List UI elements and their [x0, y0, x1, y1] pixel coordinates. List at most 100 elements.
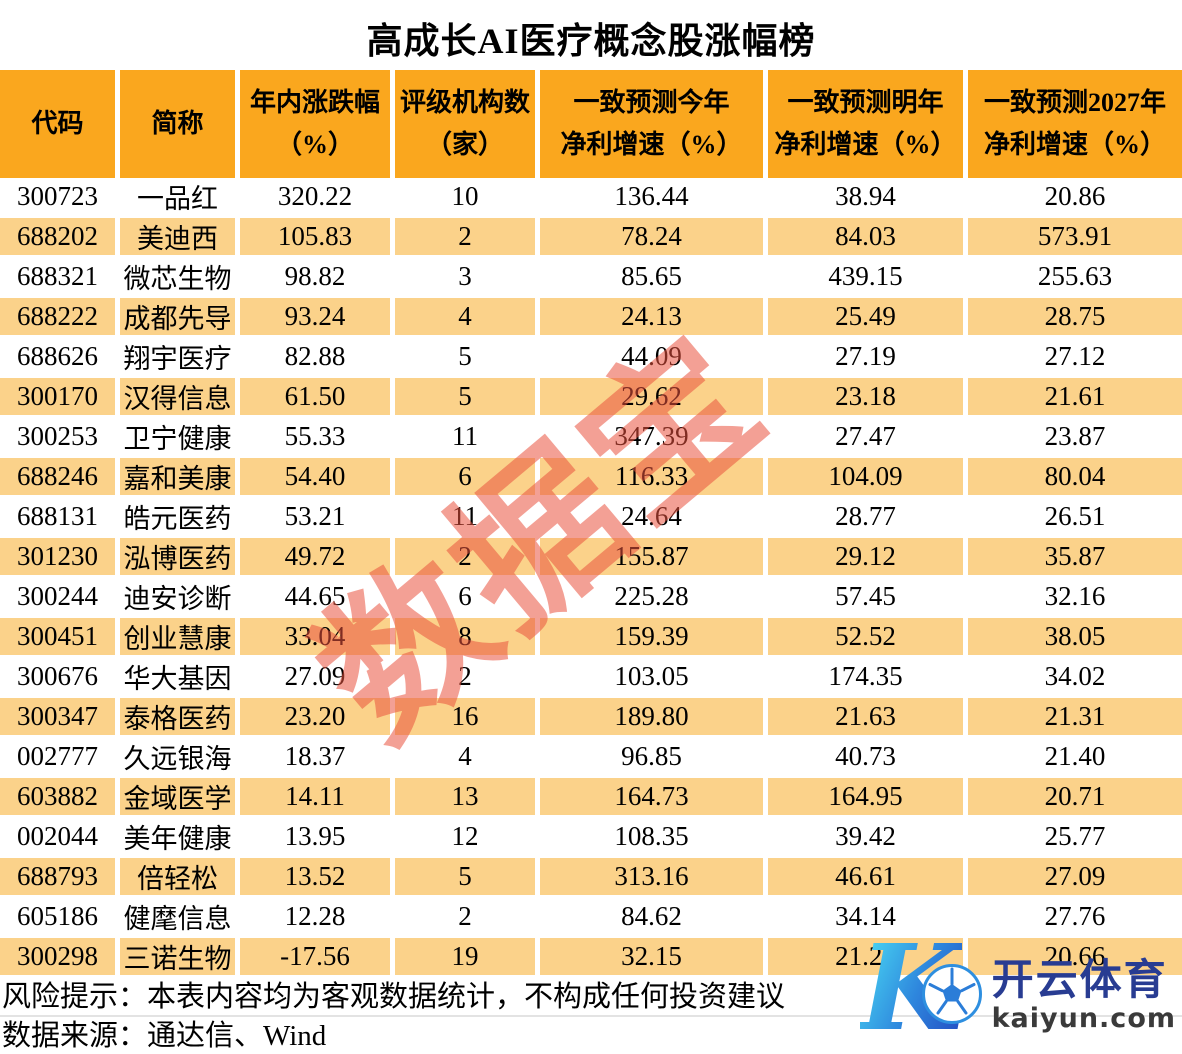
table-cell: 164.95: [768, 778, 963, 815]
table-cell: 603882: [0, 778, 115, 815]
table-cell: 4: [395, 738, 535, 775]
column-header-line1: 年内涨跌幅: [249, 88, 380, 117]
table-cell: 27.09: [968, 858, 1182, 895]
table-cell: 300253: [0, 418, 115, 455]
table-cell: 2: [395, 658, 535, 695]
table-cell: 28.75: [968, 298, 1182, 335]
column-header-line2: （家）: [425, 130, 504, 159]
table-cell: 159.39: [540, 618, 763, 655]
table-cell: 美迪西: [120, 218, 235, 255]
table-cell: 116.33: [540, 458, 763, 495]
table-body: 300723 一品红 320.22 10 136.44 38.94 20.86 688202 美…: [0, 178, 1182, 975]
table-cell: 5: [395, 378, 535, 415]
table-cell: 55.33: [240, 418, 390, 455]
table-cell: 38.05: [968, 618, 1182, 655]
table-cell: 255.63: [968, 258, 1182, 295]
table-cell: 61.50: [240, 378, 390, 415]
column-header-line1: 一致预测2027年: [983, 88, 1166, 117]
table-cell: 82.88: [240, 338, 390, 375]
table-cell: 23.20: [240, 698, 390, 735]
table-cell: 40.73: [768, 738, 963, 775]
table-cell: 103.05: [540, 658, 763, 695]
table-cell: 5: [395, 858, 535, 895]
table-cell: 24.64: [540, 498, 763, 535]
table-cell: 21.40: [968, 738, 1182, 775]
table-cell: 25.77: [968, 818, 1182, 855]
column-header-line2: （%）: [275, 130, 354, 159]
table-cell: -17.56: [240, 938, 390, 975]
table-cell: 16: [395, 698, 535, 735]
table-cell: 57.45: [768, 578, 963, 615]
table-cell: 29.62: [540, 378, 763, 415]
table-cell: 19: [395, 938, 535, 975]
column-header: 代码: [0, 70, 115, 178]
column-header-line2: 净利增速（%）: [560, 130, 743, 159]
table-cell: 84.62: [540, 898, 763, 935]
table-cell: 605186: [0, 898, 115, 935]
table-cell: 688222: [0, 298, 115, 335]
table-cell: 32.15: [540, 938, 763, 975]
table-cell: 12.28: [240, 898, 390, 935]
table-cell: 164.73: [540, 778, 763, 815]
table-cell: 金域医学: [120, 778, 235, 815]
table-cell: 泰格医药: [120, 698, 235, 735]
table-cell: 688793: [0, 858, 115, 895]
logo-name: 开云体育: [991, 954, 1168, 1004]
kaiyun-logo: K 开云体育 kaiyun.com: [860, 929, 1176, 1047]
table-cell: 573.91: [968, 218, 1182, 255]
table-cell: 21.61: [968, 378, 1182, 415]
table-cell: 2: [395, 538, 535, 575]
table-cell: 174.35: [768, 658, 963, 695]
table-cell: 53.21: [240, 498, 390, 535]
table-cell: 28.77: [768, 498, 963, 535]
column-header: 一致预测明年 净利增速（%）: [768, 70, 963, 178]
table-cell: 155.87: [540, 538, 763, 575]
table-cell: 创业慧康: [120, 618, 235, 655]
table-cell: 11: [395, 418, 535, 455]
table-cell: 泓博医药: [120, 538, 235, 575]
table-cell: 23.87: [968, 418, 1182, 455]
table-cell: 002777: [0, 738, 115, 775]
table-cell: 一品红: [120, 178, 235, 215]
column-header-line1: 评级机构数: [399, 88, 530, 117]
table-cell: 6: [395, 578, 535, 615]
table-cell: 35.87: [968, 538, 1182, 575]
table-cell: 12: [395, 818, 535, 855]
table-cell: 33.04: [240, 618, 390, 655]
table-cell: 688321: [0, 258, 115, 295]
table-cell: 108.35: [540, 818, 763, 855]
table-cell: 34.02: [968, 658, 1182, 695]
table-cell: 倍轻松: [120, 858, 235, 895]
table-cell: 78.24: [540, 218, 763, 255]
column-header: 一致预测2027年 净利增速（%）: [968, 70, 1182, 178]
column-header-line1: 一致预测今年: [573, 88, 730, 117]
table-cell: 13: [395, 778, 535, 815]
table-cell: 49.72: [240, 538, 390, 575]
table-cell: 三诺生物: [120, 938, 235, 975]
table-cell: 300451: [0, 618, 115, 655]
table-cell: 13.52: [240, 858, 390, 895]
table-cell: 300723: [0, 178, 115, 215]
table-cell: 52.52: [768, 618, 963, 655]
column-header-line1: 一致预测明年: [787, 88, 944, 117]
table-cell: 80.04: [968, 458, 1182, 495]
table-cell: 347.39: [540, 418, 763, 455]
data-source: 数据来源：通达信、Wind: [2, 1020, 327, 1052]
soccer-ball-icon: [921, 964, 982, 1024]
table-cell: 46.61: [768, 858, 963, 895]
table-cell: 93.24: [240, 298, 390, 335]
table-cell: 13.95: [240, 818, 390, 855]
column-header: 一致预测今年 净利增速（%）: [540, 70, 763, 178]
column-header-line1: 简称: [151, 109, 204, 138]
page-title: 高成长AI医疗概念股涨幅榜: [366, 21, 816, 61]
table-cell: 39.42: [768, 818, 963, 855]
column-header: 年内涨跌幅 （%）: [240, 70, 390, 178]
table-cell: 54.40: [240, 458, 390, 495]
table-cell: 11: [395, 498, 535, 535]
table-cell: 14.11: [240, 778, 390, 815]
table-cell: 10: [395, 178, 535, 215]
table-cell: 27.47: [768, 418, 963, 455]
table-cell: 皓元医药: [120, 498, 235, 535]
table-cell: 27.09: [240, 658, 390, 695]
column-header-line2: 净利增速（%）: [983, 130, 1166, 159]
